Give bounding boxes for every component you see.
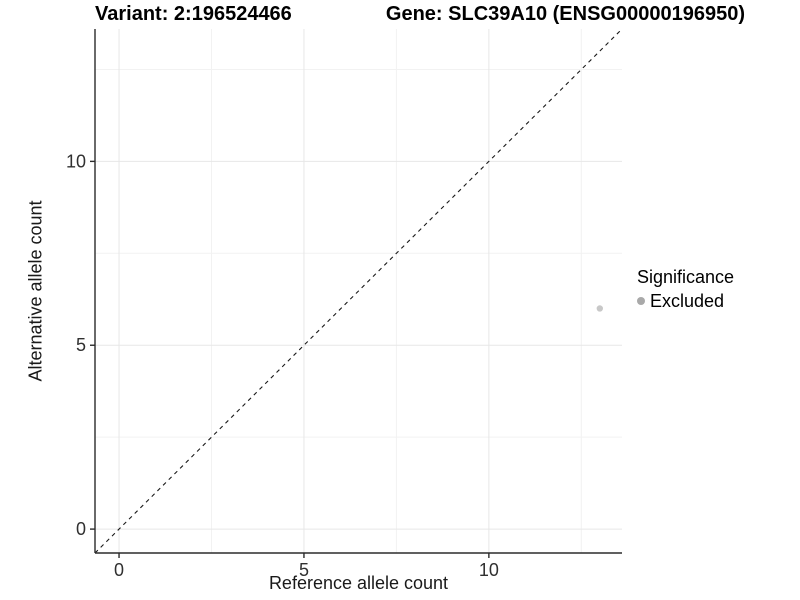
x-tick-label: 0	[114, 560, 124, 580]
y-axis-title: Alternative allele count	[25, 200, 46, 382]
data-point	[596, 305, 604, 312]
legend-point-icon	[637, 297, 645, 305]
x-axis-title: Reference allele count	[268, 573, 449, 593]
legend: Significance Excluded	[637, 266, 734, 312]
identity-line	[94, 28, 623, 554]
legend-item-label: Excluded	[650, 291, 725, 311]
plot-title-variant: Variant: 2:196524466	[95, 3, 292, 25]
legend-title: Significance	[637, 267, 735, 287]
x-tick-label: 10	[479, 560, 499, 580]
x-tick-label: 5	[299, 560, 309, 580]
y-tick-label: 5	[76, 335, 86, 355]
plot-title-gene: Gene: SLC39A10 (ENSG00000196950)	[385, 3, 745, 25]
legend-item-excluded: Excluded	[637, 290, 734, 312]
y-tick-label: 0	[76, 519, 86, 539]
y-tick-label: 10	[66, 151, 86, 171]
